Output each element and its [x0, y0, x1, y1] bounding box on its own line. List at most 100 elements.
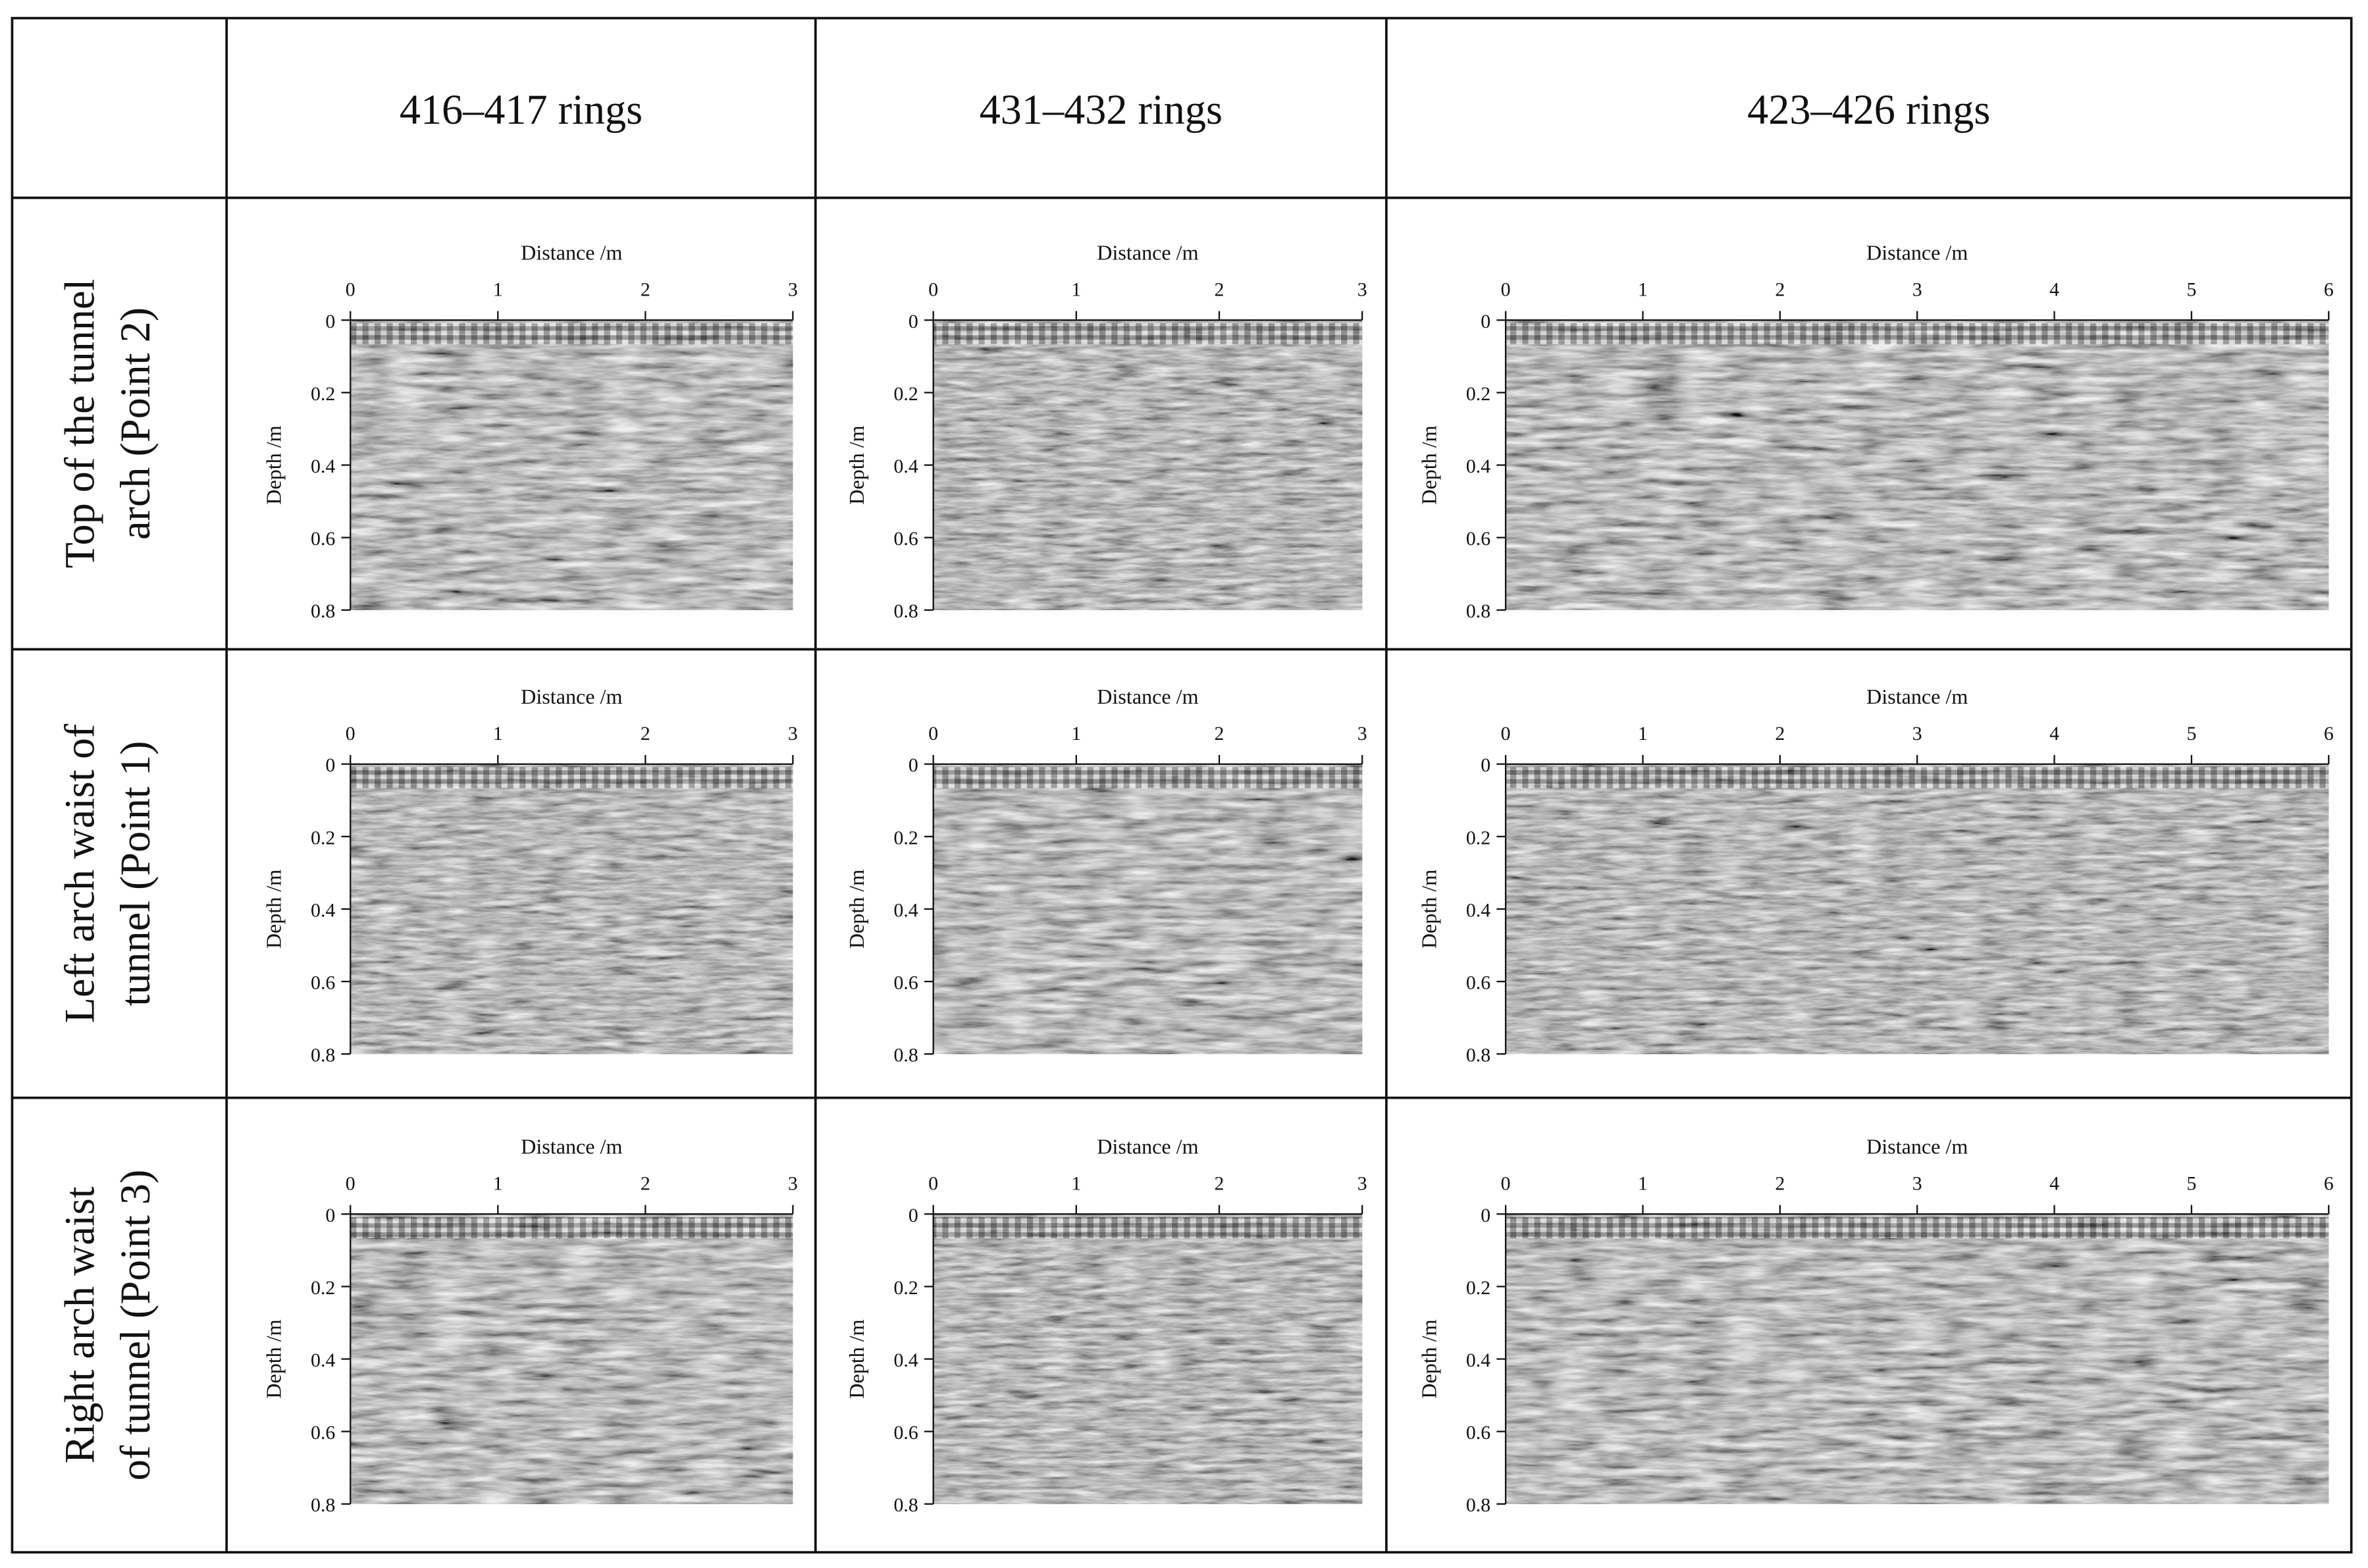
y-tick-label: 0.2: [894, 383, 918, 405]
x-axis-label: Distance /m: [1097, 1135, 1198, 1159]
table-border: [11, 16, 2353, 1554]
y-tick-label: 0.2: [311, 827, 335, 849]
x-tick-label: 0: [346, 723, 355, 745]
row-header: tunnel (Point 1): [112, 741, 159, 1006]
radargram-plot: 0 1 2 3 0 0.2 0.4 0.6 0.8 Distance /m Depth /m: [262, 241, 798, 623]
x-tick-label: 0: [1501, 1173, 1511, 1195]
y-axis-label: Depth /m: [1417, 870, 1441, 949]
y-tick-label: 0.8: [894, 1045, 918, 1066]
y-axis-label: Depth /m: [845, 870, 868, 949]
radargram-texture: [1506, 764, 2329, 1055]
x-tick-label: 5: [2186, 1173, 2196, 1195]
column-header: 423–426 rings: [1747, 86, 1990, 133]
radargram-texture: [933, 1214, 1363, 1504]
y-tick-label: 0.4: [1466, 456, 1490, 477]
x-tick-label: 2: [1215, 279, 1224, 301]
x-tick-label: 2: [1775, 279, 1785, 301]
x-tick-label: 0: [1501, 723, 1511, 745]
y-tick-label: 0.6: [1466, 528, 1490, 550]
radargram-surface-band: [933, 1216, 1363, 1239]
y-tick-label: 0.8: [311, 1045, 335, 1066]
x-tick-label: 1: [493, 723, 503, 745]
x-tick-label: 1: [1071, 723, 1081, 745]
radargram-surface-band: [1506, 323, 2329, 345]
radargram-texture: [350, 320, 793, 610]
radargram-plot: 0 1 2 3 0 0.2 0.4 0.6 0.8 Distance /m Depth /m: [262, 685, 798, 1066]
y-axis-label: Depth /m: [1417, 1319, 1441, 1398]
y-tick-label: 0: [1481, 1205, 1490, 1226]
x-tick-label: 2: [1775, 723, 1785, 745]
y-tick-label: 0.4: [311, 1349, 335, 1371]
y-axis-label: Depth /m: [262, 425, 286, 504]
x-tick-label: 1: [1638, 279, 1648, 301]
y-axis-label: Depth /m: [1417, 425, 1441, 504]
y-tick-label: 0.2: [894, 1277, 918, 1299]
y-tick-label: 0.6: [894, 1422, 918, 1444]
x-tick-label: 0: [928, 1173, 938, 1195]
row-header: Top of the tunnel: [56, 279, 103, 569]
x-tick-label: 4: [2049, 279, 2059, 301]
y-tick-label: 0.2: [1466, 1277, 1490, 1299]
y-tick-label: 0.8: [311, 1494, 335, 1516]
y-tick-label: 0: [325, 754, 335, 776]
radargram-texture: [933, 764, 1363, 1055]
x-tick-label: 2: [1215, 1173, 1224, 1195]
x-tick-label: 2: [1215, 723, 1224, 745]
x-tick-label: 1: [1638, 1173, 1648, 1195]
y-tick-label: 0.8: [311, 600, 335, 622]
x-tick-label: 1: [1071, 1173, 1081, 1195]
x-axis-label: Distance /m: [1097, 685, 1198, 708]
y-tick-label: 0: [908, 1205, 918, 1226]
x-tick-label: 3: [788, 1173, 798, 1195]
radargram-texture: [1506, 1214, 2329, 1504]
x-tick-label: 6: [2324, 279, 2334, 301]
y-tick-label: 0: [325, 311, 335, 332]
y-tick-label: 0.8: [894, 600, 918, 622]
y-axis-label: Depth /m: [845, 425, 868, 504]
y-tick-label: 0.4: [894, 899, 918, 921]
row-header: Right arch waist: [56, 1186, 103, 1463]
y-axis-label: Depth /m: [845, 1319, 868, 1398]
y-tick-label: 0.6: [311, 972, 335, 994]
radargram-surface-band: [350, 1216, 793, 1239]
x-tick-label: 4: [2049, 1173, 2059, 1195]
radargram-surface-band: [350, 767, 793, 789]
radargram-texture: [933, 320, 1363, 610]
y-tick-label: 0.4: [311, 899, 335, 921]
x-tick-label: 0: [346, 279, 355, 301]
radargram-plot: 0 1 2 3 4 5 6 0 0.2 0.4 0.6 0.8 Distance /m Depth /m: [1417, 1135, 2334, 1517]
y-tick-label: 0.8: [1466, 1045, 1490, 1066]
y-tick-label: 0.4: [894, 1349, 918, 1371]
y-tick-label: 0.6: [1466, 1422, 1490, 1444]
x-tick-label: 0: [346, 1173, 355, 1195]
x-tick-label: 2: [641, 279, 650, 301]
x-tick-label: 2: [641, 723, 650, 745]
x-tick-label: 2: [641, 1173, 650, 1195]
y-tick-label: 0.6: [311, 528, 335, 550]
x-tick-label: 2: [1775, 1173, 1785, 1195]
y-tick-label: 0.6: [311, 1422, 335, 1444]
x-tick-label: 1: [493, 1173, 503, 1195]
y-tick-label: 0: [908, 754, 918, 776]
y-tick-label: 0.4: [1466, 899, 1490, 921]
radargram-plot: 0 1 2 3 0 0.2 0.4 0.6 0.8 Distance /m Depth /m: [845, 1135, 1367, 1517]
x-axis-label: Distance /m: [521, 1135, 622, 1159]
x-axis-label: Distance /m: [1097, 241, 1198, 265]
y-tick-label: 0.2: [1466, 383, 1490, 405]
x-tick-label: 6: [2324, 723, 2334, 745]
radargram-plot: 0 1 2 3 0 0.2 0.4 0.6 0.8 Distance /m Depth /m: [262, 1135, 798, 1517]
x-tick-label: 3: [1357, 279, 1367, 301]
y-tick-label: 0.8: [894, 1494, 918, 1516]
x-axis-label: Distance /m: [521, 241, 622, 265]
x-tick-label: 1: [1638, 723, 1648, 745]
y-tick-label: 0.4: [311, 456, 335, 477]
y-tick-label: 0: [325, 1205, 335, 1226]
y-tick-label: 0.2: [311, 383, 335, 405]
column-header: 416–417 rings: [400, 86, 643, 133]
y-tick-label: 0.6: [894, 528, 918, 550]
x-axis-label: Distance /m: [1866, 241, 1968, 265]
radargram-surface-band: [933, 767, 1363, 789]
table-grid: [11, 16, 2353, 1554]
radargram-texture: [1506, 320, 2329, 610]
